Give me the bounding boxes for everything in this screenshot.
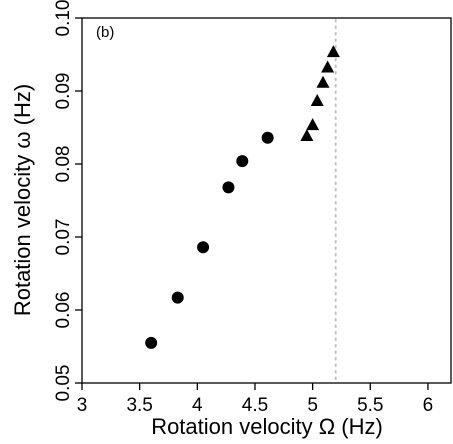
x-axis-label: Rotation velocity Ω (Hz) (151, 414, 383, 439)
x-tick-label: 6 (423, 395, 434, 416)
y-tick-label: 0.09 (53, 73, 74, 110)
x-tick-label: 3.5 (126, 395, 152, 416)
triangle-point (300, 129, 314, 142)
y-axis-ticks: 0.05 0.06 0.07 0.08 0.09 0.10 (53, 0, 82, 401)
panel-label: (b) (96, 24, 114, 41)
x-tick-label: 5.5 (357, 395, 383, 416)
x-axis-ticks: 3 3.5 4 4.5 5 5.5 6 (77, 383, 434, 416)
data-points (145, 45, 340, 349)
triangle-point (316, 75, 330, 88)
circle-point (145, 336, 158, 349)
x-tick-label: 5 (307, 395, 318, 416)
plot-frame (81, 17, 452, 384)
triangle-point (306, 118, 320, 131)
circle-point (236, 155, 249, 168)
circle-point (222, 181, 235, 194)
y-tick-label: 0.08 (53, 146, 74, 183)
x-tick-label: 4.5 (242, 395, 268, 416)
circle-point (261, 131, 274, 144)
circle-point (171, 291, 184, 304)
y-tick-label: 0.05 (53, 365, 74, 402)
y-tick-label: 0.06 (53, 292, 74, 329)
y-tick-label: 0.10 (53, 0, 74, 36)
triangle-point (326, 45, 340, 58)
triangle-point (310, 94, 324, 107)
x-tick-label: 3 (77, 395, 88, 416)
x-tick-label: 4 (192, 395, 203, 416)
circle-point (197, 241, 210, 254)
triangle-point (321, 60, 335, 73)
y-axis-label: Rotation velocity ω (Hz) (10, 84, 35, 316)
y-tick-label: 0.07 (53, 219, 74, 256)
